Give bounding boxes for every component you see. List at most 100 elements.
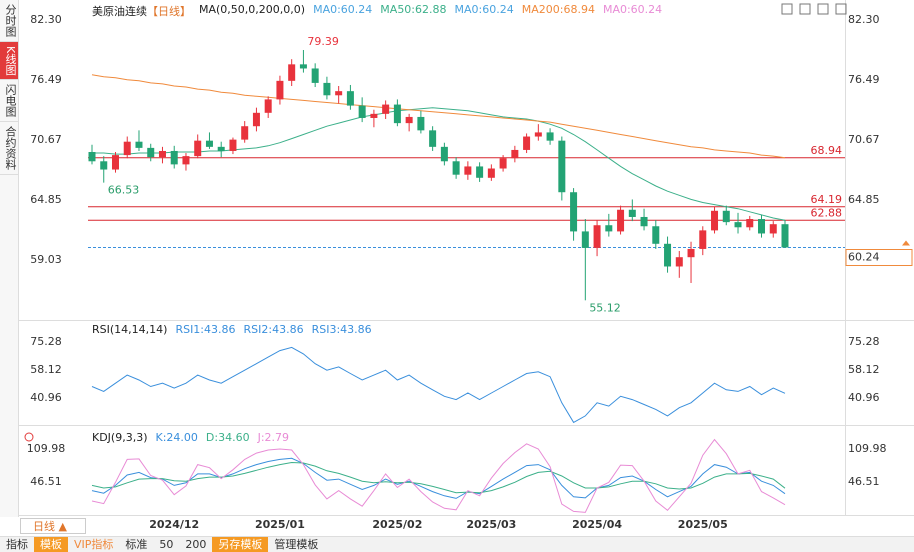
candle-body <box>299 64 307 69</box>
indicator-line <box>91 74 786 159</box>
toolbar-item[interactable]: 模板 <box>34 537 68 552</box>
side-tab[interactable]: 分时图 <box>0 0 18 42</box>
toolbar: 指标 模板 VIP指标 标准 50 200 另存模板 管理模板 <box>0 536 914 552</box>
y-tick-label: 82.30 <box>30 13 62 26</box>
candle-body <box>570 192 578 232</box>
candle-body <box>746 219 754 228</box>
y-tick-label: 46.51 <box>30 475 62 488</box>
candle-body <box>264 99 272 113</box>
candle-body <box>147 147 155 158</box>
candle-body <box>652 226 660 244</box>
x-tick-label: 2025/01 <box>255 518 305 531</box>
x-tick-label: 2025/02 <box>372 518 422 531</box>
sidebar: 分时图 K线图 闪电图 合约资料 <box>0 0 19 517</box>
side-tab[interactable]: 闪电图 <box>0 80 18 123</box>
candle-body <box>123 141 131 156</box>
period-tab[interactable]: 日线 ▲ <box>20 518 86 534</box>
kdj-header: KDJ(9,3,3) K:24.00 D:34.60 J:2.79 <box>92 431 289 444</box>
y-tick-label: 58.12 <box>30 363 62 376</box>
candle-body <box>358 105 366 118</box>
readout: MA50:62.88 <box>380 3 447 16</box>
extreme-label: 55.12 <box>589 301 621 314</box>
y-tick-label: 82.30 <box>848 13 880 26</box>
candle-body <box>687 248 695 258</box>
candle-body <box>346 91 354 106</box>
indicator-line <box>91 461 786 494</box>
candle-body <box>628 209 636 217</box>
toolbar-item[interactable]: 另存模板 <box>212 537 269 552</box>
toolbar-item[interactable]: 指标 <box>6 538 28 551</box>
readout: MA0:60.24 <box>602 3 663 16</box>
plot-bg <box>88 0 845 517</box>
candle-body <box>711 210 719 231</box>
icon[interactable] <box>781 3 793 15</box>
candle-body <box>229 139 237 151</box>
candle-body <box>464 166 472 175</box>
y-tick-label: 59.03 <box>30 253 62 266</box>
candle-body <box>393 104 401 124</box>
candle-body <box>534 132 542 137</box>
readout: MA200:68.94 <box>521 3 595 16</box>
y-tick-label: 75.28 <box>848 335 880 348</box>
toolbar-item[interactable]: 标准 <box>125 538 148 551</box>
y-tick-label: 76.49 <box>848 73 880 86</box>
candle-body <box>758 219 766 234</box>
y-tick-label: 109.98 <box>848 442 887 455</box>
kdj-lines <box>91 438 786 513</box>
icon[interactable] <box>817 3 829 15</box>
toolbar-item[interactable]: 50 <box>159 538 174 551</box>
toolbar-item[interactable]: 管理模板 <box>274 538 319 551</box>
candle-body <box>170 150 178 165</box>
candle-body <box>252 112 260 127</box>
y-tick-label: 109.98 <box>27 442 66 455</box>
indicator: MA(0,50,0,200,0,0) <box>199 3 306 16</box>
candle-body <box>769 224 777 234</box>
side-tab[interactable]: K线图 <box>0 42 18 81</box>
candle-body <box>311 68 319 83</box>
icon[interactable] <box>835 3 847 15</box>
y-tick-label: 46.51 <box>848 475 880 488</box>
candle-body <box>158 150 166 158</box>
toolbar-icons <box>781 3 847 15</box>
kdj-title: KDJ(9,3,3) <box>92 431 148 444</box>
candle-body <box>699 230 707 249</box>
toolbar-item[interactable]: 200 <box>185 538 207 551</box>
candle-body <box>546 132 554 141</box>
candle-body <box>276 80 284 100</box>
candle-body <box>605 225 613 232</box>
candle-body <box>205 140 213 147</box>
candle-body <box>335 91 343 96</box>
last-price-label: 60.24 <box>848 251 880 264</box>
extreme-label: 66.53 <box>108 184 139 197</box>
candle-body <box>100 161 108 170</box>
candle-body <box>734 222 742 228</box>
candle-body <box>217 146 225 151</box>
candle-body <box>617 209 625 232</box>
icon[interactable] <box>799 3 811 15</box>
toolbar-item[interactable]: VIP指标 <box>74 538 114 551</box>
candle-body <box>558 140 566 193</box>
readout: MA0:60.24 <box>454 3 514 16</box>
settings-icon[interactable] <box>24 432 34 442</box>
candle-body <box>429 130 437 147</box>
candle-body <box>511 149 519 159</box>
y-tick-label: 75.28 <box>30 335 62 348</box>
y-tick-label: 40.96 <box>30 391 62 404</box>
y-tick-label: 64.85 <box>848 193 880 206</box>
indicator-line <box>92 107 786 221</box>
period: 【日线】 <box>147 5 191 18</box>
rsi-header: RSI(14,14,14) RSI1:43.86 RSI2:43.86 RSI3:4… <box>92 323 372 336</box>
candle-body <box>194 140 202 157</box>
title: 美原油连续 <box>92 5 147 18</box>
candle-body <box>640 216 648 227</box>
candle-body <box>323 82 331 96</box>
candle-body <box>452 161 460 175</box>
indicator-line <box>91 438 786 513</box>
x-tick-label: 2025/04 <box>572 518 622 531</box>
candle-body <box>241 126 249 140</box>
candle-body <box>417 116 425 131</box>
side-tab[interactable]: 合约资料 <box>0 122 18 176</box>
last-price-arrow <box>902 240 910 246</box>
